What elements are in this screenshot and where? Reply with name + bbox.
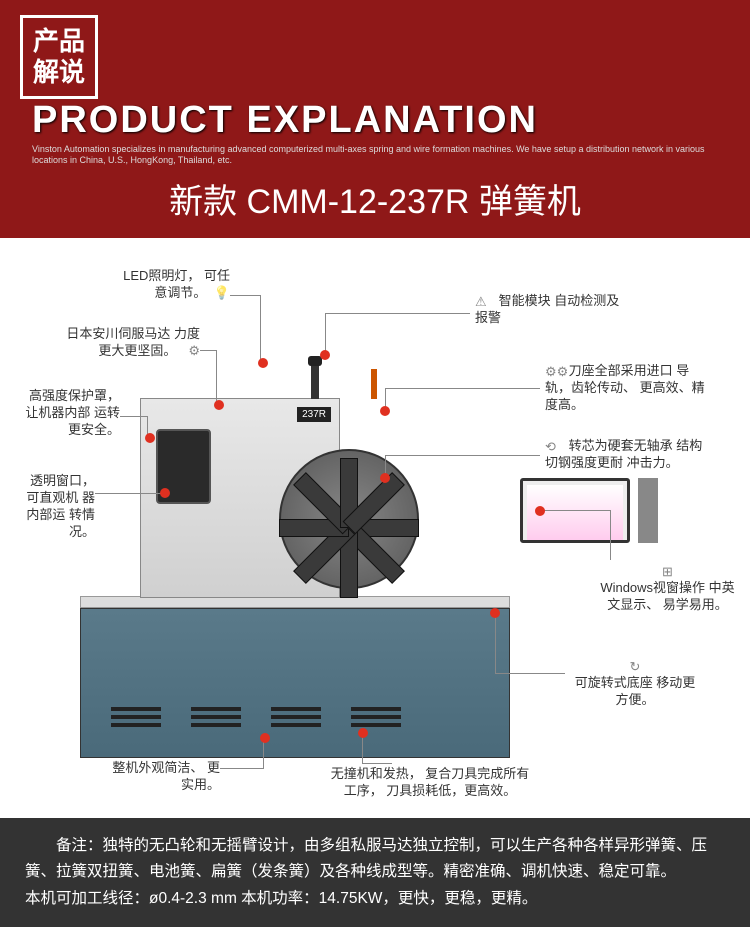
callout-rail: ⚙⚙ 刀座全部采用进口 导轨，齿轮传动、 更高效、精度高。 (545, 363, 705, 414)
dot-smart (320, 350, 330, 360)
product-diagram: 237R LED照明灯， 可任意调节。 💡 日本安川伺服马达 力度更大更坚固。 … (0, 238, 750, 818)
lamp-icon: 💡 (210, 285, 230, 301)
footer-spec: 本机可加工线径：ø0.4-2.3 mm 本机功率：14.75KW，更快，更稳，更… (25, 886, 725, 912)
rotate-icon: ↻ (625, 659, 645, 675)
callout-clean: 整机外观简洁、 更实用。 (110, 760, 220, 794)
header-banner: 产品 解说 PRODUCT EXPLANATION Vinston Automa… (0, 0, 750, 238)
callout-shield: 高强度保护罩， 让机器内部 运转更安全。 (15, 388, 120, 439)
callout-rotbase: ↻可旋转式底座 移动更方便。 (570, 658, 700, 709)
callout-window: 透明窗口， 可直观机 器内部运 转情况。 (15, 473, 95, 541)
sensor-rod (371, 369, 377, 399)
dot-clean (260, 733, 270, 743)
tool-hub (279, 449, 419, 589)
machine-base (80, 608, 510, 758)
alert-icon: ⚠ (475, 294, 495, 310)
badge-line2: 解说 (33, 57, 85, 88)
model-label: 237R (297, 407, 331, 422)
dot-rail (380, 406, 390, 416)
gear-icon: ⚙⚙ (545, 364, 565, 380)
dot-rotbase (490, 608, 500, 618)
control-panel (638, 478, 658, 543)
title-block: PRODUCT EXPLANATION Vinston Automation s… (32, 99, 730, 166)
dot-shield (145, 433, 155, 443)
dot-windows (535, 506, 545, 516)
callout-led: LED照明灯， 可任意调节。 💡 (115, 268, 230, 302)
callout-windows: ⊞Windows视窗操作 中英文显示、 易学易用。 (595, 563, 740, 614)
product-name: 新款 CMM-12-237R 弹簧机 (20, 174, 730, 223)
dot-core (380, 473, 390, 483)
link-icon: ⟲ (545, 439, 565, 455)
machine-tower: 237R (140, 398, 340, 598)
dot-led (258, 358, 268, 368)
dot-nocam (358, 728, 368, 738)
dot-servo (214, 400, 224, 410)
badge-line1: 产品 (33, 26, 85, 57)
footer-note: 备注：独特的无凸轮和无摇臂设计，由多组私服马达独立控制，可以生产各种各样异形弹簧… (0, 818, 750, 927)
subtitle: Vinston Automation specializes in manufa… (32, 144, 730, 166)
callout-servo: 日本安川伺服马达 力度更大更坚固。 ⚙ (60, 326, 200, 360)
callout-smart: ⚠ 智能模块 自动检测及报警 (475, 293, 625, 327)
callout-nocam: 无撞机和发热， 复合刀具完成所有工序， 刀具损耗低，更高效。 (330, 766, 530, 800)
windows-icon: ⊞ (658, 564, 678, 580)
motor-icon: ⚙ (180, 343, 200, 359)
dot-window (160, 488, 170, 498)
callout-core: ⟲ 转芯为硬套无轴承 结构切钢强度更耐 冲击力。 (545, 438, 705, 472)
led-lamp (311, 364, 319, 399)
main-title: PRODUCT EXPLANATION (32, 99, 730, 142)
badge: 产品 解说 (20, 15, 98, 99)
